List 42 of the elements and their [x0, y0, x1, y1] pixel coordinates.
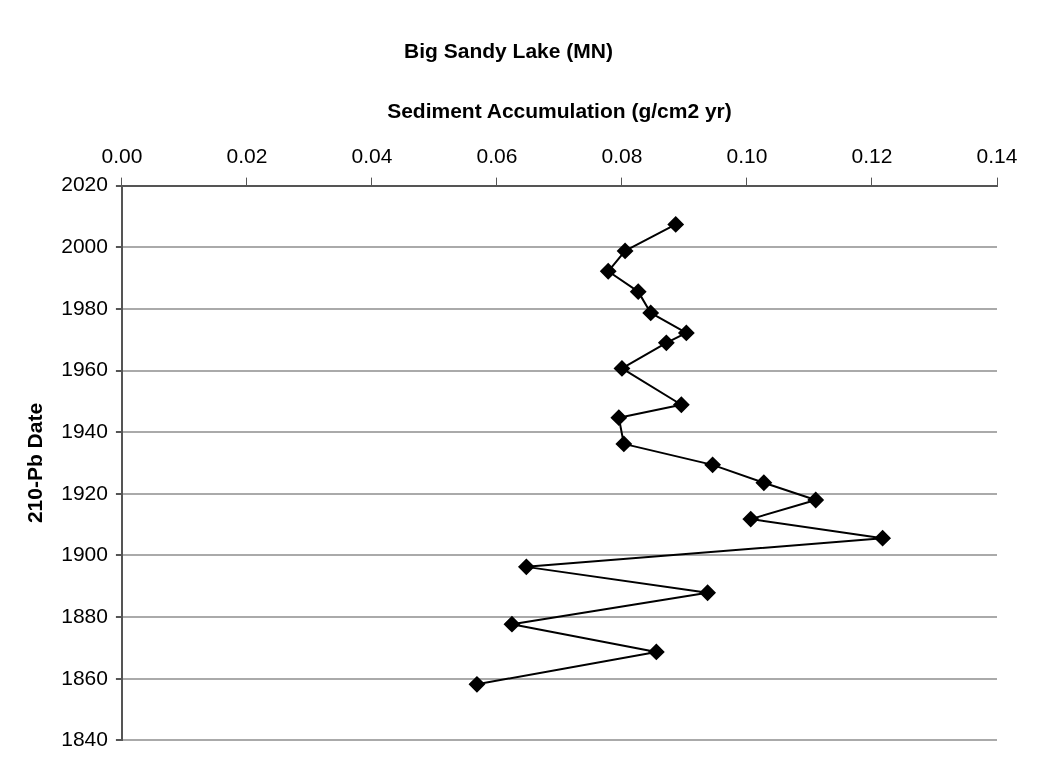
- point: [699, 584, 716, 601]
- y-tick-label: 1880: [61, 603, 108, 627]
- x-tick-label: 0.10: [726, 143, 768, 167]
- y-tick-label: 1920: [61, 480, 108, 504]
- x-tick-label: 0.00: [101, 143, 143, 167]
- y-tick-label: 2000: [61, 234, 108, 258]
- y-tick-label: 1860: [61, 665, 108, 689]
- point: [742, 511, 759, 528]
- point: [667, 216, 684, 233]
- point: [648, 643, 665, 660]
- x-tick-label: 0.02: [226, 143, 268, 167]
- point: [755, 474, 772, 491]
- y-axis-title: 210-Pb Date: [23, 402, 47, 524]
- point: [615, 435, 632, 452]
- x-tick-label: 0.04: [351, 143, 393, 167]
- y-tick-label: 2020: [61, 172, 108, 196]
- point: [617, 242, 634, 259]
- point: [613, 360, 630, 377]
- x-tick-label: 0.12: [851, 143, 893, 167]
- y-tick-label: 1940: [61, 418, 108, 442]
- chart-title: Big Sandy Lake (MN): [404, 39, 613, 63]
- point: [673, 396, 690, 413]
- x-tick-label: 0.06: [476, 143, 518, 167]
- y-tick-label: 1840: [61, 727, 108, 751]
- y-tick-label: 1980: [61, 295, 108, 319]
- point: [704, 456, 721, 473]
- point: [658, 334, 675, 351]
- point: [678, 324, 695, 341]
- point: [807, 491, 824, 508]
- x-tick-label: 0.14: [976, 143, 1018, 167]
- point: [600, 263, 617, 280]
- point: [468, 676, 485, 693]
- x-tick-label: 0.08: [601, 143, 643, 167]
- y-tick-label: 1960: [61, 357, 108, 381]
- y-tick-label: 1900: [61, 542, 108, 566]
- point: [874, 530, 891, 547]
- point: [642, 304, 659, 321]
- point: [518, 558, 535, 575]
- point: [610, 409, 627, 426]
- x-axis-title: Sediment Accumulation (g/cm2 yr): [387, 98, 732, 122]
- point: [503, 616, 520, 633]
- point: [630, 283, 647, 300]
